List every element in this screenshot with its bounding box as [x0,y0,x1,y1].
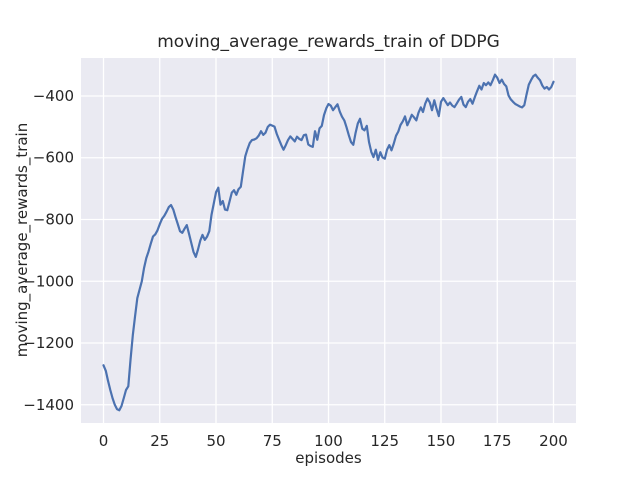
x-tick-label: 100 [314,432,343,450]
tick-labels: 0 25 50 75 100 125 150 175 200 −400 −600 −800 −1000 −… [23,87,568,450]
series-line-moving_average_rewards_train [102,73,555,412]
gridlines [81,58,576,423]
x-axis-label: episodes [295,449,362,467]
data-line [102,73,555,412]
x-tick-label: 150 [427,432,456,450]
x-tick-label: 25 [150,432,169,450]
x-tick-label: 50 [206,432,225,450]
y-tick-label: −400 [33,87,74,105]
x-tick-label: 0 [99,432,109,450]
x-tick-label: 175 [483,432,512,450]
chart-title: moving_average_rewards_train of DDPG [157,32,500,52]
y-tick-label: −1400 [23,396,74,414]
y-tick-label: −600 [33,149,74,167]
y-axis-label: moving_average_rewards_train [13,123,32,357]
y-tick-label: −1200 [23,334,74,352]
x-tick-label: 200 [539,432,568,450]
x-tick-label: 75 [263,432,282,450]
y-tick-label: −1000 [23,272,74,290]
x-tick-label: 125 [370,432,399,450]
y-tick-label: −800 [33,211,74,229]
